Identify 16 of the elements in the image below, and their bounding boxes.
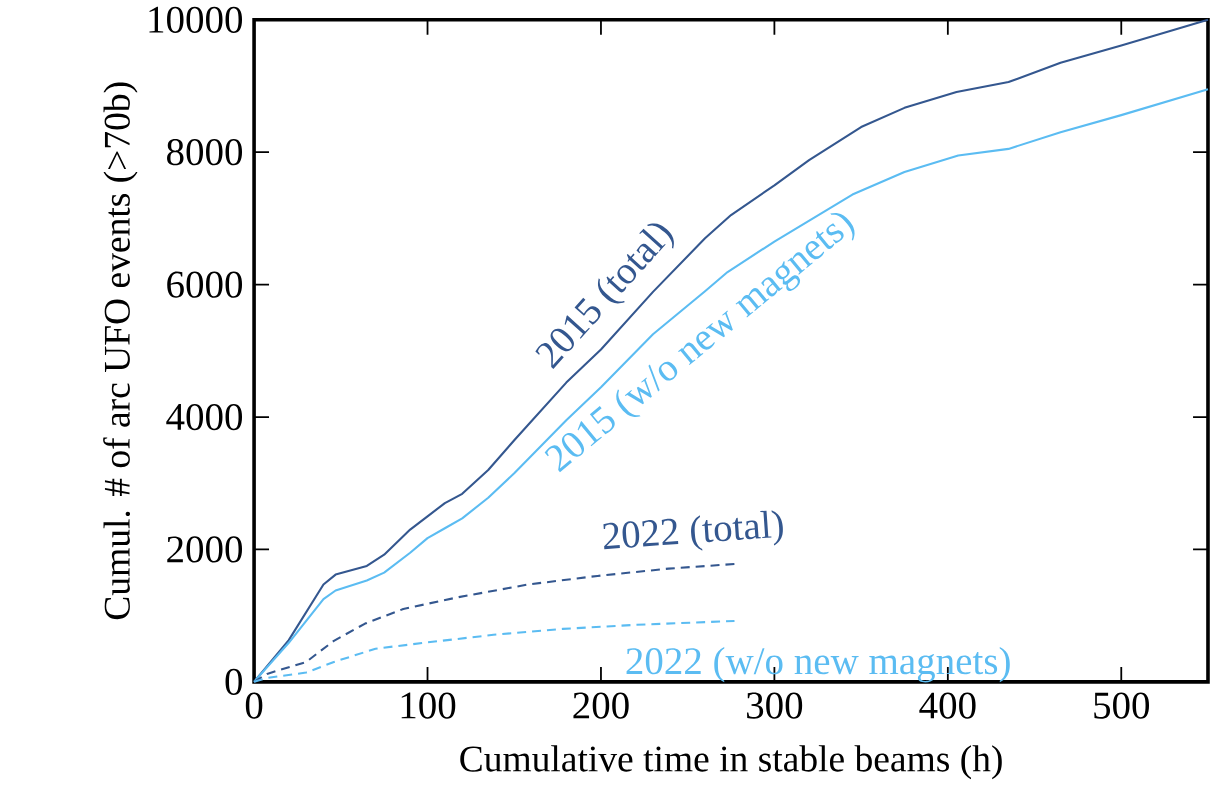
x-tick-label: 100 xyxy=(401,692,456,719)
y-axis-title: Cumul. # of arc UFO events (>70b) xyxy=(103,82,138,620)
x-tick-label: 400 xyxy=(919,692,976,719)
x-tick-label: 200 xyxy=(573,692,629,719)
y-tick-label: 2000 xyxy=(167,536,243,563)
x-tick-label: 300 xyxy=(747,692,803,719)
y-tick-label: 6000 xyxy=(167,271,243,298)
y-tick-label: 4000 xyxy=(166,403,243,431)
y-tick-label: 10000 xyxy=(149,6,243,33)
x-axis-title: Cumulative time in stable beams (h) xyxy=(460,745,1002,780)
x-tick-label: 500 xyxy=(1094,692,1150,719)
series-label: 2022 (w/o new magnets) xyxy=(626,646,1010,683)
series-label: 2022 (total) xyxy=(603,510,783,551)
y-tick-label: 8000 xyxy=(167,139,243,166)
x-tick-label: 0 xyxy=(245,692,263,719)
y-tick-label: 0 xyxy=(225,668,243,695)
